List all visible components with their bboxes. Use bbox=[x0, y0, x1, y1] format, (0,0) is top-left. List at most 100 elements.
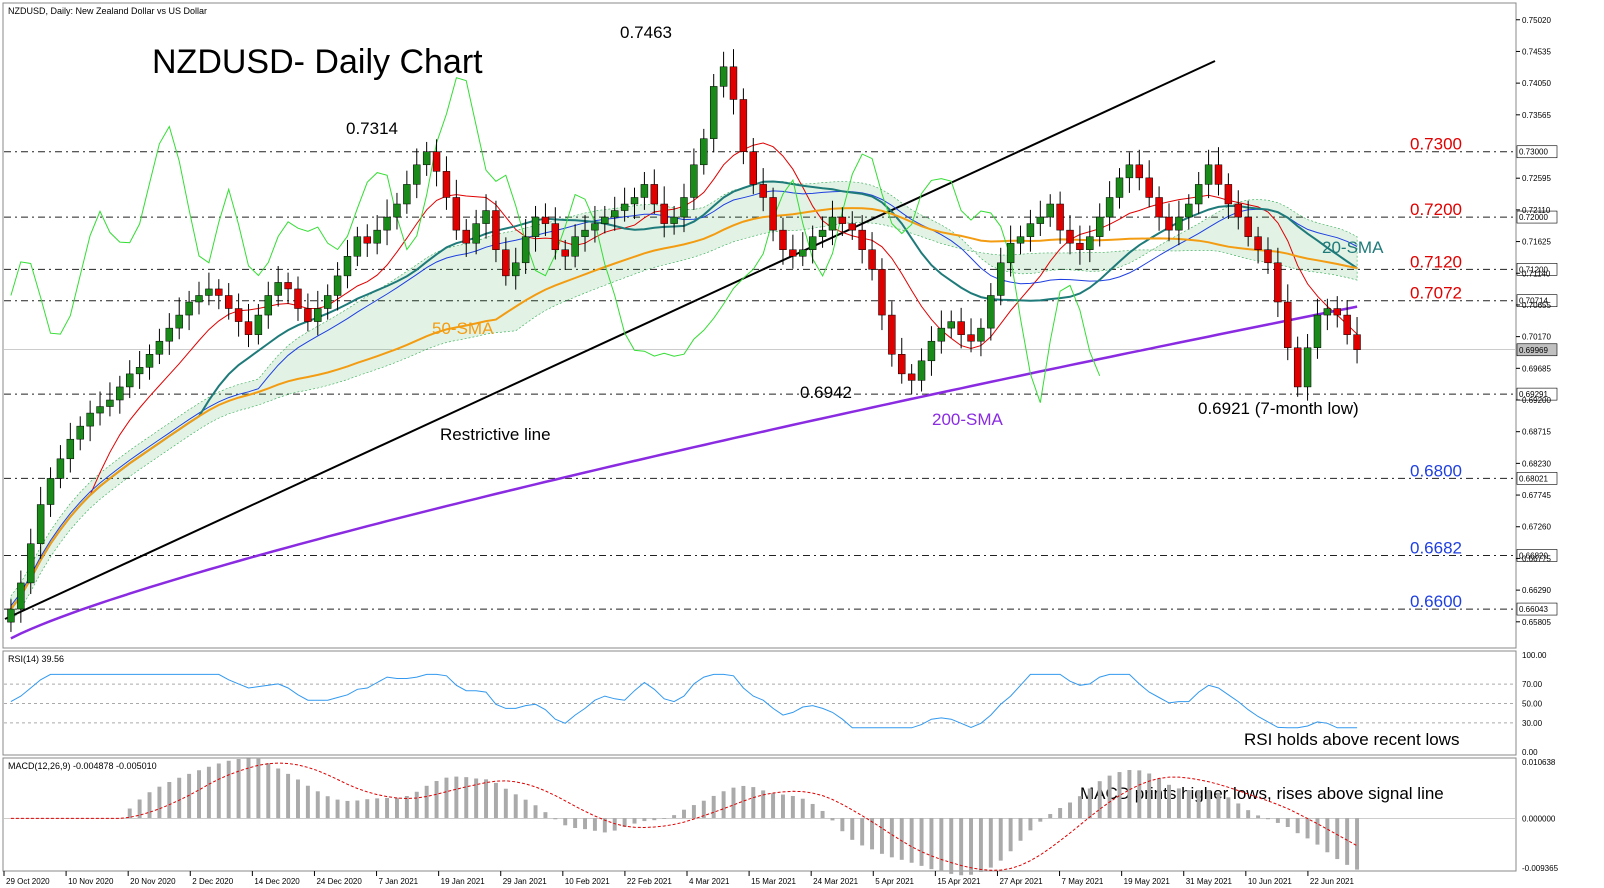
candle-body bbox=[1323, 308, 1332, 316]
candle-body bbox=[1214, 164, 1223, 185]
candle-body bbox=[650, 184, 659, 205]
candle-body bbox=[789, 249, 797, 257]
candle-body bbox=[274, 282, 282, 296]
candle-body bbox=[116, 386, 124, 401]
axis-tick-label: 0.69685 bbox=[1522, 364, 1551, 373]
candle-body bbox=[1046, 203, 1054, 218]
candle-body bbox=[135, 367, 144, 375]
candle-body bbox=[1303, 347, 1312, 388]
horizontal-levels bbox=[4, 151, 1515, 610]
candle-body bbox=[1095, 216, 1104, 237]
level-tag-box bbox=[1516, 602, 1558, 616]
sma50-label: 50-SMA bbox=[432, 319, 494, 338]
candle-body bbox=[759, 184, 767, 198]
candle-body bbox=[96, 406, 104, 414]
candle-body bbox=[1224, 184, 1233, 205]
level-tag-box bbox=[1516, 294, 1558, 307]
candle-body bbox=[512, 262, 520, 277]
candle-body bbox=[611, 210, 619, 218]
date-label: 10 Jun 2021 bbox=[1248, 877, 1293, 886]
candle-body bbox=[977, 327, 985, 342]
candle-body bbox=[1194, 184, 1203, 205]
rsi-axis-label: 0.00 bbox=[1522, 748, 1538, 757]
low-label-6921: 0.6921 (7-month low) bbox=[1198, 399, 1359, 418]
axis-tick-label: 0.73565 bbox=[1522, 111, 1551, 120]
level-tag: 0.71200 bbox=[1519, 265, 1548, 274]
candle-body bbox=[601, 216, 609, 224]
level-labels: 0.7300 0.7200 0.7120 0.7072 0.6800 0.6682 0.66… bbox=[1410, 135, 1462, 611]
level-label: 0.7300 bbox=[1410, 135, 1462, 154]
candle-body bbox=[353, 236, 362, 257]
candle-body bbox=[363, 236, 371, 244]
candle-body bbox=[314, 308, 322, 322]
candle-body bbox=[333, 275, 342, 296]
level-tag-box bbox=[1516, 472, 1558, 485]
axis-tick-label: 0.70655 bbox=[1522, 301, 1551, 310]
candle-body bbox=[234, 308, 243, 322]
price-panel-frame bbox=[2, 2, 1517, 649]
candle-body bbox=[888, 314, 896, 355]
rsi-axis-label: 70.00 bbox=[1522, 680, 1543, 689]
candle-body bbox=[195, 295, 203, 303]
candle-body bbox=[799, 249, 807, 257]
axis-tick-label: 0.71140 bbox=[1522, 269, 1551, 278]
candle-body bbox=[1076, 242, 1084, 250]
candle-body bbox=[1036, 216, 1045, 224]
peak-label-7314: 0.7314 bbox=[346, 119, 398, 138]
current-price-box bbox=[1516, 343, 1558, 357]
candle-body bbox=[1264, 249, 1272, 264]
macd-axis-label: -0.009365 bbox=[1522, 864, 1559, 873]
axis-tick-label: 0.66290 bbox=[1522, 586, 1551, 595]
level-label: 0.6600 bbox=[1410, 592, 1462, 611]
level-tag: 0.73000 bbox=[1519, 148, 1548, 157]
level-tag-box bbox=[1516, 549, 1558, 562]
macd-panel-frame bbox=[2, 757, 1517, 872]
candle-body bbox=[284, 282, 292, 290]
axis-tick-label: 0.67260 bbox=[1522, 523, 1551, 532]
date-label: 14 Dec 2020 bbox=[254, 877, 300, 886]
candle-body bbox=[86, 412, 94, 427]
candle-body bbox=[452, 197, 461, 231]
rsi-axis-label: 30.00 bbox=[1522, 719, 1543, 728]
date-label: 10 Feb 2021 bbox=[565, 877, 610, 886]
macd-header: MACD(12,26,9) -0.004878 -0.005010 bbox=[8, 761, 157, 771]
macd-axis-label: 0.000000 bbox=[1522, 814, 1556, 823]
candle-body bbox=[1026, 223, 1035, 237]
candle-body bbox=[413, 164, 421, 185]
candle-body bbox=[709, 86, 718, 139]
candle-body bbox=[1333, 308, 1341, 316]
candle-body bbox=[1353, 334, 1361, 350]
date-label: 24 Mar 2021 bbox=[813, 877, 858, 886]
candle-body bbox=[1254, 236, 1262, 250]
date-label: 7 Jan 2021 bbox=[379, 877, 419, 886]
candle-body bbox=[126, 373, 134, 388]
candle-body bbox=[175, 314, 183, 329]
candle-body bbox=[403, 184, 411, 205]
candle-body bbox=[1204, 164, 1213, 185]
macd-signal-line bbox=[10, 762, 1358, 871]
candle-body bbox=[561, 249, 569, 257]
candle-body bbox=[967, 334, 975, 342]
axis-tick-label: 0.67745 bbox=[1522, 491, 1551, 500]
rsi-header: RSI(14) 39.56 bbox=[8, 654, 64, 664]
candle-body bbox=[947, 321, 955, 329]
candle-body bbox=[640, 184, 649, 198]
candle-body bbox=[1135, 164, 1144, 179]
candle-body bbox=[215, 288, 223, 296]
candle-body bbox=[155, 340, 164, 355]
sma50-line bbox=[10, 207, 1358, 610]
candle-body bbox=[1234, 203, 1242, 218]
candle-body bbox=[907, 373, 916, 381]
candle-body bbox=[1145, 177, 1153, 198]
axis-tick-label: 0.68715 bbox=[1522, 428, 1551, 437]
level-tag-box bbox=[1516, 263, 1558, 276]
axis-tick-label: 0.69200 bbox=[1522, 396, 1551, 405]
candle-body bbox=[680, 197, 688, 218]
candle-body bbox=[145, 354, 154, 368]
ichimoku-cloud bbox=[10, 180, 1358, 623]
restrictive-line-label: Restrictive line bbox=[440, 425, 551, 444]
sma200-label: 200-SMA bbox=[932, 410, 1004, 429]
level-tag: 0.72000 bbox=[1519, 213, 1548, 222]
candle-body bbox=[472, 223, 480, 244]
date-label: 15 Apr 2021 bbox=[937, 877, 981, 886]
